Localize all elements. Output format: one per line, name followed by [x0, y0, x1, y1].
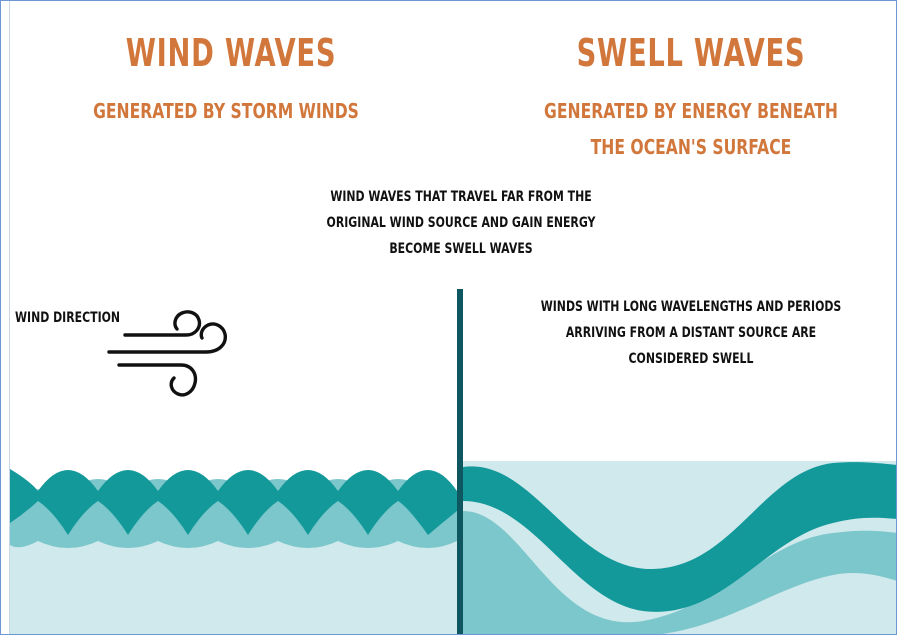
- wind-waves-subtitle: GENERATED BY STORM WINDS: [93, 99, 359, 123]
- wind-waves-light-water: [10, 531, 457, 634]
- center-note-line1: WIND WAVES THAT TRAVEL FAR FROM THE: [330, 189, 592, 205]
- swell-mid-layer: [463, 511, 896, 634]
- wind-waves-title: WIND WAVES: [125, 31, 337, 75]
- swell-note-line3: CONSIDERED SWELL: [628, 351, 754, 367]
- center-note-line2: ORIGINAL WIND SOURCE AND GAIN ENERGY: [326, 215, 596, 231]
- inner-frame: [9, 1, 896, 634]
- panel-divider: [457, 289, 463, 634]
- wind-icon: [107, 310, 227, 397]
- center-note-line3: BECOME SWELL WAVES: [389, 241, 533, 257]
- swell-waves-subtitle-line2: THE OCEAN'S SURFACE: [590, 135, 792, 159]
- swell-note-line1: WINDS WITH LONG WAVELENGTHS AND PERIODS: [540, 299, 842, 315]
- swell-waves-illustration: [463, 461, 896, 634]
- swell-dark-layer: [463, 462, 896, 612]
- wind-waves-illustration: [10, 469, 457, 634]
- wind-direction-label: WIND DIRECTION: [15, 310, 121, 326]
- swell-waves-subtitle-line1: GENERATED BY ENERGY BENEATH: [544, 99, 838, 123]
- swell-note-line2: ARRIVING FROM A DISTANT SOURCE ARE: [565, 325, 817, 341]
- wind-waves-dark-layer: [10, 469, 457, 535]
- swell-waves-title: SWELL WAVES: [576, 31, 806, 75]
